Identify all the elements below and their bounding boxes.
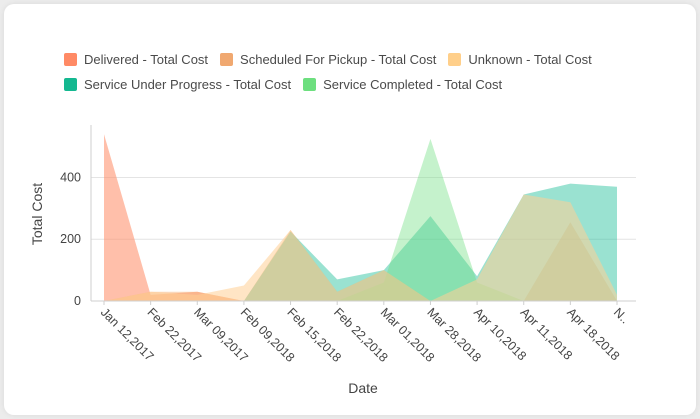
y-axis-title: Total Cost bbox=[29, 183, 45, 245]
legend-label-service-completed: Service Completed - Total Cost bbox=[323, 77, 503, 92]
legend-swatch-service-under-progress bbox=[64, 78, 77, 91]
legend-swatch-delivered bbox=[64, 53, 77, 66]
legend-label-unknown: Unknown - Total Cost bbox=[468, 52, 592, 67]
legend-label-service-under-progress: Service Under Progress - Total Cost bbox=[84, 77, 292, 92]
y-tick-label: 400 bbox=[60, 170, 81, 184]
y-tick-label: 200 bbox=[60, 232, 81, 246]
x-axis-title: Date bbox=[348, 380, 378, 396]
legend-item-scheduled-for-pickup[interactable]: Scheduled For Pickup - Total Cost bbox=[220, 52, 436, 67]
legend-swatch-unknown bbox=[448, 53, 462, 66]
legend-row-2: Service Under Progress - Total Cost Serv… bbox=[64, 72, 664, 97]
x-tick-label: N.. bbox=[611, 305, 632, 326]
legend-item-unknown[interactable]: Unknown - Total Cost bbox=[448, 52, 592, 67]
legend-label-scheduled-for-pickup: Scheduled For Pickup - Total Cost bbox=[240, 52, 437, 67]
legend-item-service-under-progress[interactable]: Service Under Progress - Total Cost bbox=[64, 77, 291, 92]
chart-legend: Delivered - Total Cost Scheduled For Pic… bbox=[64, 47, 664, 97]
legend-swatch-scheduled-for-pickup bbox=[220, 53, 234, 66]
legend-label-delivered: Delivered - Total Cost bbox=[84, 52, 209, 67]
y-axis-ticks: 0 200 400 bbox=[60, 170, 81, 308]
legend-swatch-service-completed bbox=[303, 78, 317, 91]
legend-item-delivered[interactable]: Delivered - Total Cost bbox=[64, 52, 208, 67]
y-tick-label: 0 bbox=[74, 294, 81, 308]
series-areas bbox=[104, 134, 617, 301]
axes bbox=[90, 125, 636, 302]
series-area-unknown-total-cost[interactable] bbox=[104, 194, 617, 301]
legend-row-1: Delivered - Total Cost Scheduled For Pic… bbox=[64, 47, 664, 72]
legend-item-service-completed[interactable]: Service Completed - Total Cost bbox=[303, 77, 502, 92]
